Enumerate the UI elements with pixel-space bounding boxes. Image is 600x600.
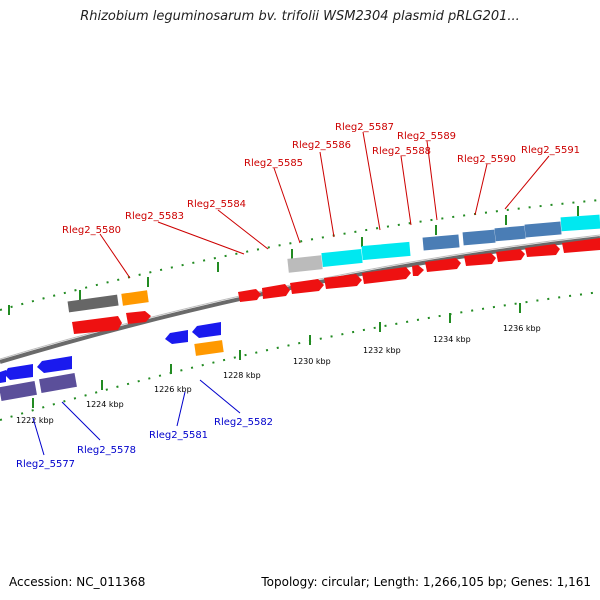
scale-label-1224: 1224 kbp bbox=[86, 400, 124, 409]
scale-label-1232: 1232 kbp bbox=[363, 346, 401, 355]
gene-label-rleg2-5584[interactable]: Rleg2_5584 bbox=[187, 199, 246, 210]
gene-label-rleg2-5588[interactable]: Rleg2_5588 bbox=[372, 146, 431, 157]
top-callout-lines bbox=[99, 131, 550, 279]
map-title: Rhizobium leguminosarum bv. trifolii WSM… bbox=[80, 9, 520, 24]
hit-block-cyan[interactable] bbox=[321, 248, 363, 268]
lower-hit-track bbox=[0, 372, 77, 402]
gene-label-rleg2-5581[interactable]: Rleg2_5581 bbox=[149, 430, 208, 441]
hit-block-steel[interactable] bbox=[494, 225, 526, 242]
scale-label-1226: 1226 kbp bbox=[154, 385, 192, 394]
scale-label-1230: 1230 kbp bbox=[293, 357, 331, 366]
cds-arrow-minus[interactable] bbox=[4, 364, 33, 380]
scale-label-1234: 1234 kbp bbox=[433, 335, 471, 344]
scale-label-1222: 1222 kbp bbox=[16, 416, 54, 425]
gene-label-rleg2-5580[interactable]: Rleg2_5580 bbox=[62, 225, 121, 236]
cds-arrow[interactable] bbox=[238, 289, 261, 302]
minus-strand-cds-track bbox=[0, 322, 224, 383]
accession-text: Accession: NC_011368 bbox=[9, 575, 146, 589]
cds-arrow[interactable] bbox=[562, 238, 600, 253]
hit-block-steel[interactable] bbox=[462, 229, 496, 246]
cds-arrow[interactable] bbox=[425, 258, 461, 272]
topology-summary: Topology: circular; Length: 1,266,105 bp… bbox=[261, 575, 591, 589]
plus-strand-cds-track bbox=[72, 238, 600, 334]
cds-arrow[interactable] bbox=[324, 274, 362, 289]
cds-arrow-minus[interactable] bbox=[165, 330, 188, 344]
cds-arrow[interactable] bbox=[290, 279, 324, 294]
cds-arrow-minus[interactable] bbox=[37, 356, 72, 373]
gene-label-rleg2-5578[interactable]: Rleg2_5578 bbox=[77, 445, 136, 456]
upper-hit-track bbox=[67, 214, 600, 313]
gene-label-rleg2-5590[interactable]: Rleg2_5590 bbox=[457, 154, 516, 165]
hit-block-light[interactable] bbox=[287, 255, 323, 273]
cds-arrow-minus[interactable] bbox=[0, 370, 6, 383]
cds-arrow[interactable] bbox=[262, 284, 290, 299]
cds-arrow[interactable] bbox=[412, 265, 424, 276]
gene-label-rleg2-5585[interactable]: Rleg2_5585 bbox=[244, 158, 303, 169]
scale-label-1236: 1236 kbp bbox=[503, 324, 541, 333]
inner-tick-row bbox=[0, 291, 600, 421]
cds-arrow[interactable] bbox=[362, 267, 411, 284]
gene-label-rleg2-5587[interactable]: Rleg2_5587 bbox=[335, 122, 394, 133]
rna-block[interactable] bbox=[121, 290, 149, 306]
hit-block-cyan[interactable] bbox=[560, 214, 600, 232]
cds-arrow[interactable] bbox=[464, 253, 496, 266]
cds-arrow[interactable] bbox=[525, 244, 560, 257]
gene-label-rleg2-5586[interactable]: Rleg2_5586 bbox=[292, 140, 351, 151]
gene-label-rleg2-5583[interactable]: Rleg2_5583 bbox=[125, 211, 184, 222]
gene-label-rleg2-5577[interactable]: Rleg2_5577 bbox=[16, 459, 75, 470]
gene-label-rleg2-5582[interactable]: Rleg2_5582 bbox=[214, 417, 273, 428]
hit-block-gray[interactable] bbox=[67, 294, 119, 313]
hit-block-steel[interactable] bbox=[524, 221, 562, 238]
outer-tick-row bbox=[0, 199, 600, 315]
hit-block-purple[interactable] bbox=[0, 380, 37, 402]
gene-label-rleg2-5589[interactable]: Rleg2_5589 bbox=[397, 131, 456, 142]
hit-block-purple[interactable] bbox=[39, 372, 77, 394]
hit-block-steel[interactable] bbox=[422, 234, 460, 251]
gene-label-rleg2-5591[interactable]: Rleg2_5591 bbox=[521, 145, 580, 156]
hit-block-cyan[interactable] bbox=[361, 241, 411, 261]
bottom-callout-lines bbox=[32, 379, 241, 456]
scale-label-1228: 1228 kbp bbox=[223, 371, 261, 380]
cds-arrow[interactable] bbox=[72, 316, 122, 334]
cds-arrow[interactable] bbox=[126, 311, 151, 324]
rna-block[interactable] bbox=[194, 340, 224, 356]
cds-arrow-minus[interactable] bbox=[192, 322, 221, 338]
cds-arrow[interactable] bbox=[496, 249, 525, 262]
